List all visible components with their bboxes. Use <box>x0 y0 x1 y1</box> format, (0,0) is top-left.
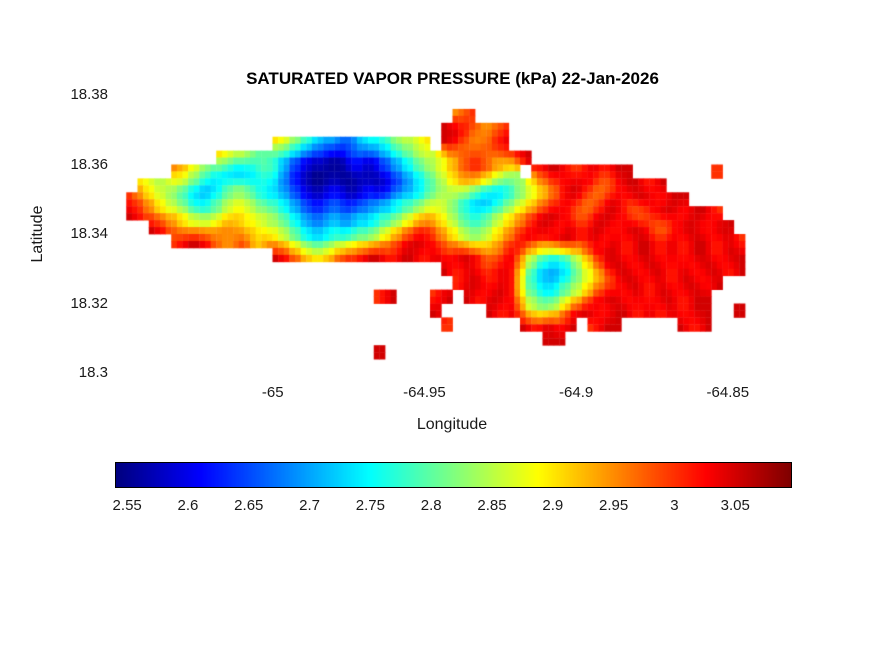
x-tick-label: -64.85 <box>706 384 750 401</box>
x-tick-label: -64.95 <box>403 384 446 401</box>
colorbar-tick-label: 2.7 <box>299 497 321 514</box>
heatmap-canvas <box>115 95 790 373</box>
y-tick-label: 18.36 <box>70 155 108 173</box>
colorbar-tick-label: 2.95 <box>599 497 629 514</box>
colorbar-tick-label: 2.75 <box>355 497 385 514</box>
colorbar-tick-label: 3.05 <box>720 497 750 514</box>
colorbar-tick-label: 2.9 <box>542 497 564 514</box>
y-tick-label: 18.34 <box>70 225 108 242</box>
y-tick-label: 18.38 <box>70 86 108 103</box>
colorbar-gradient-canvas <box>115 462 792 488</box>
y-tick-label: 18.3 <box>78 364 108 381</box>
y-tick-label: 18.32 <box>70 294 108 312</box>
chart-title: SATURATED VAPOR PRESSURE (kPa) 22-Jan-20… <box>246 69 659 88</box>
colorbar-tick-label: 2.8 <box>420 497 442 514</box>
colorbar-tick-label: 2.85 <box>477 497 507 514</box>
x-tick-label: -64.9 <box>559 384 594 401</box>
x-tick-label: -65 <box>261 384 284 401</box>
x-axis-label: Longitude <box>416 416 488 433</box>
colorbar-tick-label: 3 <box>670 497 679 514</box>
colorbar-tick-label: 2.6 <box>177 497 199 514</box>
colorbar-tick-label: 2.65 <box>234 497 264 514</box>
colorbar-tick-label: 2.55 <box>112 497 142 514</box>
